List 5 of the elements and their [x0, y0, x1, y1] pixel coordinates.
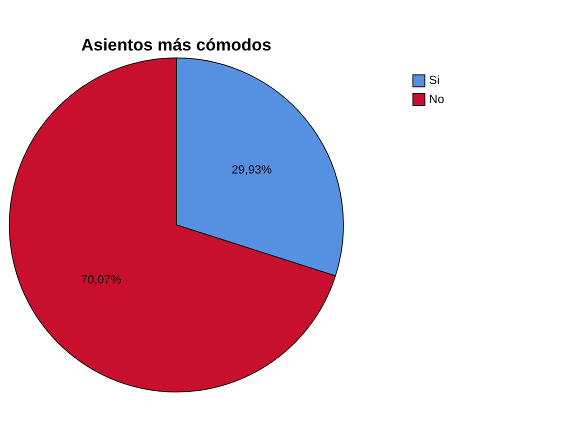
legend-label: No — [429, 92, 445, 106]
legend-label: Si — [429, 73, 440, 88]
data-label: 70,07% — [80, 272, 122, 286]
chart-title: Asientos más cómodos — [81, 35, 272, 54]
data-label: 29,93% — [232, 162, 272, 176]
